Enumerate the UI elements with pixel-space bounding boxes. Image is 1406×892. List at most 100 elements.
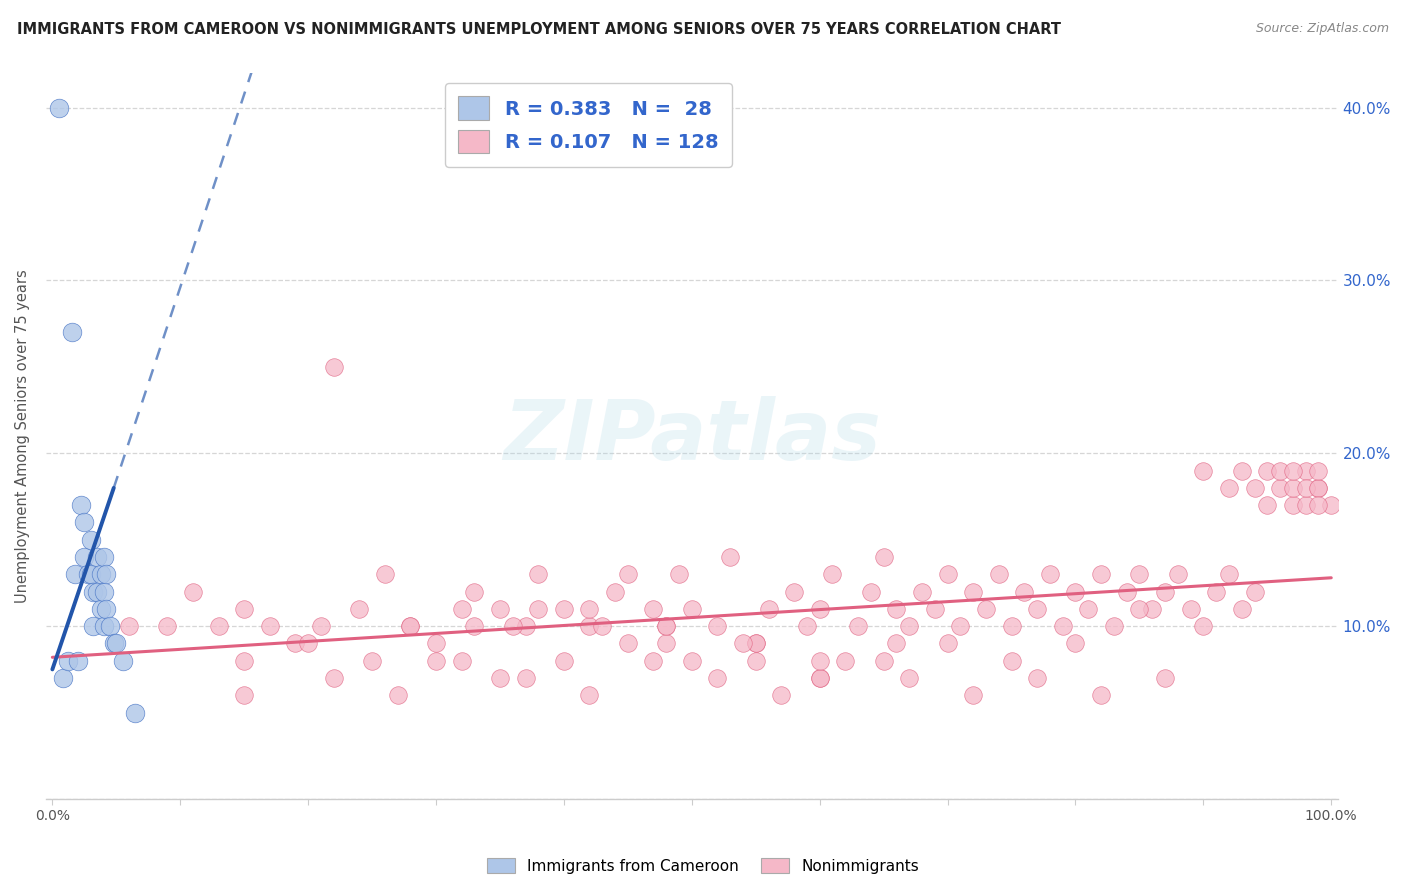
Point (1218, 481, 1240, 495)
Point (48, 101, 70, 115)
Point (80, 533, 103, 547)
Point (93, 549, 115, 564)
Point (872, 654, 894, 668)
Point (655, 619, 678, 633)
Point (86, 549, 108, 564)
Point (758, 602, 780, 616)
Point (591, 619, 613, 633)
Point (1128, 567, 1150, 582)
Point (553, 602, 575, 616)
Point (73, 549, 96, 564)
Point (1308, 464, 1330, 478)
Point (859, 584, 882, 599)
Point (655, 636, 678, 650)
Point (911, 584, 934, 599)
Point (1140, 602, 1163, 616)
Point (1052, 619, 1074, 633)
Point (718, 549, 741, 564)
Point (259, 619, 281, 633)
Point (322, 359, 344, 374)
Point (1295, 498, 1317, 512)
Point (284, 636, 307, 650)
Point (52, 671, 75, 685)
Text: IMMIGRANTS FROM CAMEROON VS NONIMMIGRANTS UNEMPLOYMENT AMONG SENIORS OVER 75 YEA: IMMIGRANTS FROM CAMEROON VS NONIMMIGRANT… (17, 22, 1062, 37)
Point (834, 654, 856, 668)
Y-axis label: Unemployment Among Seniors over 75 years: Unemployment Among Seniors over 75 years (15, 269, 30, 603)
Point (1282, 464, 1305, 478)
Point (770, 689, 793, 703)
Point (1295, 481, 1317, 495)
Point (1268, 481, 1291, 495)
Point (974, 602, 997, 616)
Point (1000, 619, 1022, 633)
Text: Source: ZipAtlas.com: Source: ZipAtlas.com (1256, 22, 1389, 36)
Point (1115, 584, 1137, 599)
Point (387, 689, 409, 703)
Point (425, 654, 447, 668)
Point (98, 619, 121, 633)
Point (69, 498, 91, 512)
Point (1128, 602, 1150, 616)
Point (1090, 567, 1112, 582)
Point (643, 602, 665, 616)
Point (706, 619, 728, 633)
Point (1320, 498, 1343, 512)
Point (1000, 654, 1022, 668)
Point (872, 549, 894, 564)
Point (886, 602, 908, 616)
Point (82, 619, 104, 633)
Point (553, 654, 575, 668)
Point (361, 654, 384, 668)
Point (886, 636, 908, 650)
Point (1256, 464, 1278, 478)
Point (1243, 584, 1265, 599)
Point (1218, 567, 1240, 582)
Point (73, 516, 96, 530)
Point (1243, 481, 1265, 495)
Point (1026, 602, 1049, 616)
Point (1308, 481, 1330, 495)
Point (924, 602, 946, 616)
Point (94, 567, 117, 582)
Point (1167, 567, 1189, 582)
Point (322, 671, 344, 685)
Point (1192, 464, 1215, 478)
Point (66, 654, 89, 668)
Point (77, 567, 100, 582)
Point (86, 584, 108, 599)
Point (898, 619, 921, 633)
Point (808, 671, 831, 685)
Point (578, 689, 600, 703)
Point (617, 636, 640, 650)
Point (374, 567, 396, 582)
Point (233, 689, 256, 703)
Point (731, 636, 754, 650)
Point (1090, 689, 1112, 703)
Point (489, 671, 512, 685)
Point (846, 619, 869, 633)
Point (463, 584, 485, 599)
Legend: Immigrants from Cameroon, Nonimmigrants: Immigrants from Cameroon, Nonimmigrants (481, 852, 925, 880)
Point (1256, 498, 1278, 512)
Point (745, 636, 768, 650)
Point (808, 671, 831, 685)
Point (808, 602, 831, 616)
Point (93, 584, 115, 599)
Point (578, 619, 600, 633)
Point (103, 636, 125, 650)
Point (233, 654, 256, 668)
Point (1230, 602, 1253, 616)
Point (898, 671, 921, 685)
Point (118, 619, 141, 633)
Point (681, 654, 703, 668)
Point (93, 619, 115, 633)
Point (655, 619, 678, 633)
Point (603, 584, 626, 599)
Point (617, 567, 640, 582)
Point (425, 636, 447, 650)
Point (450, 654, 472, 668)
Point (936, 567, 959, 582)
Point (681, 602, 703, 616)
Point (783, 584, 806, 599)
Point (515, 619, 537, 633)
